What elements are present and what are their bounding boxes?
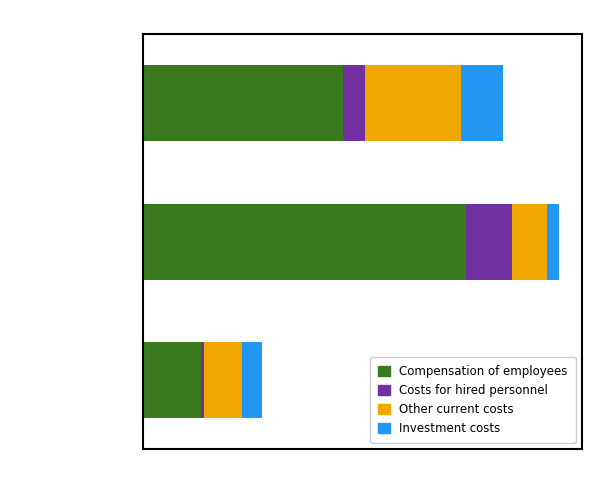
- Legend: Compensation of employees, Costs for hired personnel, Other current costs, Inves: Compensation of employees, Costs for hir…: [370, 357, 576, 443]
- Bar: [512, 203, 547, 280]
- Bar: [143, 65, 343, 142]
- Bar: [242, 342, 262, 418]
- Bar: [143, 203, 466, 280]
- Bar: [461, 65, 503, 142]
- Bar: [343, 65, 365, 142]
- Bar: [547, 203, 558, 280]
- Bar: [204, 342, 242, 418]
- Bar: [365, 65, 461, 142]
- Bar: [201, 342, 204, 418]
- Bar: [143, 342, 201, 418]
- Bar: [466, 203, 512, 280]
